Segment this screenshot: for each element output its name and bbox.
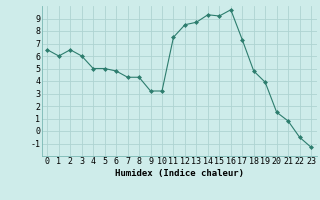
X-axis label: Humidex (Indice chaleur): Humidex (Indice chaleur)	[115, 169, 244, 178]
